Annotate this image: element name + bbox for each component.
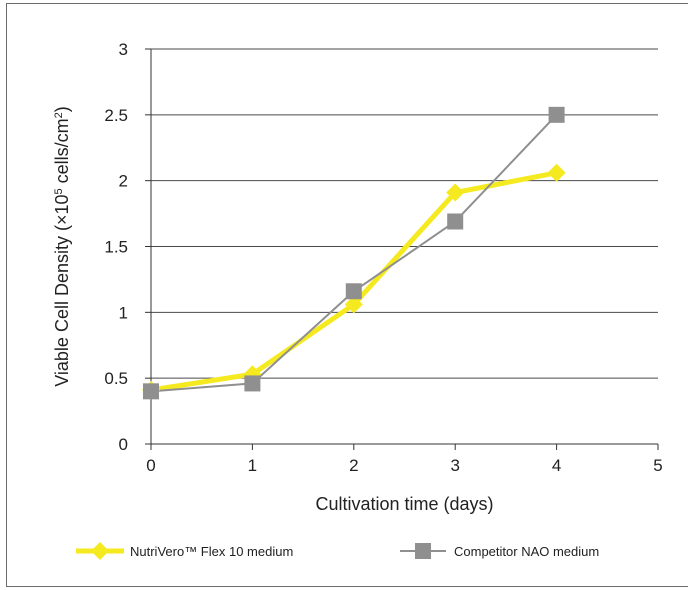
legend-label-nutrivero: NutriVero™ Flex 10 medium (130, 544, 293, 559)
y-tick-label-1: 1 (119, 303, 128, 322)
legend-item-competitor: Competitor NAO medium (400, 543, 599, 559)
y-axis-title-sup2: 2 (53, 112, 65, 118)
y-tick-label-3: 3 (119, 40, 128, 59)
point-competitor-0 (143, 383, 159, 400)
x-tick-label-5: 5 (653, 456, 662, 475)
legend-square-marker (415, 543, 431, 559)
y-tick-label-0: 0 (119, 435, 128, 454)
y-tick-labels: 0 0.5 1 1.5 2 2.5 3 (104, 40, 128, 454)
series-line-competitor (150, 114, 558, 393)
x-tick-label-4: 4 (552, 456, 561, 475)
series-line-nutrivero (150, 170, 558, 393)
point-competitor-1 (244, 375, 261, 392)
y-tick-label-0.5: 0.5 (104, 369, 128, 388)
legend-diamond-marker (91, 542, 109, 560)
point-nutrivero-4 (547, 163, 566, 182)
y-tick-label-2.5: 2.5 (104, 106, 128, 125)
point-competitor-4 (548, 106, 565, 123)
x-tick-label-3: 3 (450, 456, 459, 475)
chart-frame (6, 3, 688, 587)
x-tick-labels: 0 1 2 3 4 5 (146, 456, 662, 475)
x-tick-label-2: 2 (349, 456, 358, 475)
y-tick-label-2: 2 (119, 172, 128, 191)
series-layer (142, 106, 566, 400)
point-competitor-3 (447, 213, 464, 230)
y-axis-title-pre: Viable Cell Density (×10 (52, 194, 72, 386)
y-axis-title-mid: cells/cm (52, 118, 72, 188)
x-tick-label-0: 0 (146, 456, 155, 475)
y-axis-title-post: ) (52, 106, 72, 112)
point-competitor-2 (345, 283, 362, 300)
point-nutrivero-3 (446, 183, 465, 202)
legend: NutriVero™ Flex 10 medium Competitor NAO… (76, 542, 599, 560)
x-tick-label-1: 1 (248, 456, 257, 475)
legend-label-competitor: Competitor NAO medium (454, 544, 599, 559)
point-nutrivero-2 (344, 295, 363, 314)
y-axis-title: Viable Cell Density (×105 cells/cm2) (52, 106, 72, 387)
y-tick-label-1.5: 1.5 (104, 238, 128, 257)
legend-item-nutrivero: NutriVero™ Flex 10 medium (76, 542, 293, 560)
y-axis-title-sup1: 5 (53, 188, 65, 194)
x-axis-title: Cultivation time (days) (315, 494, 493, 514)
